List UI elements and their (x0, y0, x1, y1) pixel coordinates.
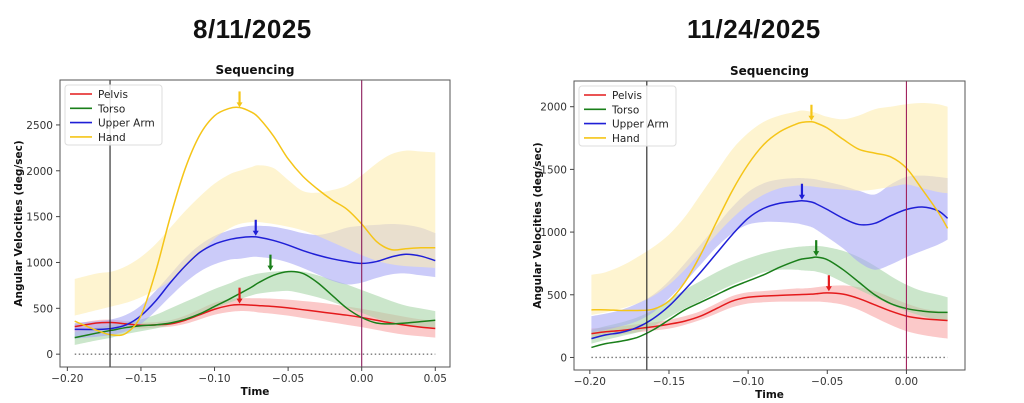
y-tick-label: 1500 (26, 212, 53, 224)
x-tick-label: −0.05 (272, 373, 304, 385)
legend-box (64, 84, 163, 146)
y-tick-label: 1000 (540, 227, 567, 239)
band-upper-arm (591, 175, 948, 333)
legend-label-hand: Hand (98, 132, 126, 144)
peak-arrow-hand (236, 91, 243, 108)
plot-area (74, 80, 436, 367)
band-torso (74, 270, 436, 345)
series-line-pelvis (591, 292, 948, 335)
x-tick-label: −0.10 (732, 376, 764, 388)
series-line-torso (591, 256, 948, 349)
peak-arrow-head (267, 265, 274, 271)
legend: Pelvis Torso Upper Arm Hand (578, 85, 677, 147)
legend-label-torso: Torso (611, 104, 639, 116)
chart-left: −0.20 −0.15 −0.10 −0.05 0.00 0.05 0 500 1000 1500… (13, 63, 451, 398)
chart-right: −0.20 −0.15 −0.10 −0.05 0.00 0 500 1000 1500 2000… (532, 64, 966, 401)
x-tick-label: −0.20 (51, 373, 83, 385)
y-tick-label: 2000 (26, 166, 53, 178)
band-hand (591, 102, 948, 315)
legend-label-upper-arm: Upper Arm (98, 118, 155, 130)
x-axis-title: Time (241, 386, 270, 398)
y-tick-label: 500 (547, 290, 567, 302)
legend-label-hand: Hand (612, 133, 640, 145)
plot-frame (59, 79, 451, 368)
peak-arrow-head (236, 298, 243, 304)
band-hand (74, 150, 436, 316)
legend-label-pelvis: Pelvis (612, 90, 642, 102)
x-tick-label: −0.20 (574, 376, 606, 388)
series-line-hand (74, 106, 436, 337)
peak-arrow-hand (808, 104, 815, 121)
peak-arrow-torso (813, 240, 820, 257)
legend-label-upper-arm: Upper Arm (612, 119, 669, 131)
x-tick-label: 0.00 (350, 373, 373, 385)
series-line-torso (74, 270, 436, 339)
band-pelvis (74, 298, 436, 338)
plot-title: Sequencing (730, 64, 809, 78)
x-tick-label: 0.05 (424, 373, 447, 385)
y-tick-label: 1500 (540, 164, 567, 176)
y-tick-label: 1000 (26, 257, 53, 269)
y-tick-label: 0 (46, 349, 53, 361)
plot-frame (573, 80, 966, 371)
peak-arrow-upper-arm (798, 183, 805, 200)
series-line-upper-arm (591, 199, 949, 340)
peak-arrow-upper-arm (252, 219, 259, 236)
band-upper-arm (74, 223, 436, 339)
x-axis-title: Time (755, 389, 784, 401)
plot-title: Sequencing (216, 63, 295, 77)
y-tick-label: 2000 (540, 102, 567, 114)
x-tick-label: −0.05 (811, 376, 843, 388)
band-torso (591, 245, 948, 344)
y-axis-title: Angular Velocities (deg/sec) (13, 140, 25, 306)
y-tick-label: 2500 (26, 120, 53, 132)
legend-box (578, 85, 677, 147)
x-tick-label: −0.10 (198, 373, 230, 385)
peak-arrow-head (813, 251, 820, 257)
legend-label-pelvis: Pelvis (98, 89, 128, 101)
peak-arrow-head (798, 194, 805, 200)
peak-arrow-head (825, 286, 832, 292)
session-date-right: 11/24/2025 (687, 14, 821, 44)
session-date-left: 8/11/2025 (193, 14, 312, 44)
x-tick-label: −0.15 (653, 376, 685, 388)
x-tick-label: 0.00 (895, 376, 918, 388)
plot-area (591, 81, 949, 370)
y-tick-label: 500 (33, 303, 53, 315)
legend-label-torso: Torso (97, 103, 125, 115)
peak-arrow-pelvis (825, 275, 832, 292)
y-axis-title: Angular Velocities (deg/sec) (532, 142, 544, 308)
legend: Pelvis Torso Upper Arm Hand (64, 84, 163, 146)
peak-arrow-torso (267, 254, 274, 271)
series-line-hand (591, 120, 949, 312)
peak-arrow-head (252, 230, 259, 236)
x-tick-label: −0.15 (125, 373, 157, 385)
peak-arrow-pelvis (236, 287, 243, 304)
peak-arrow-head (236, 102, 243, 108)
y-tick-label: 0 (560, 352, 567, 364)
peak-arrow-head (808, 115, 815, 121)
